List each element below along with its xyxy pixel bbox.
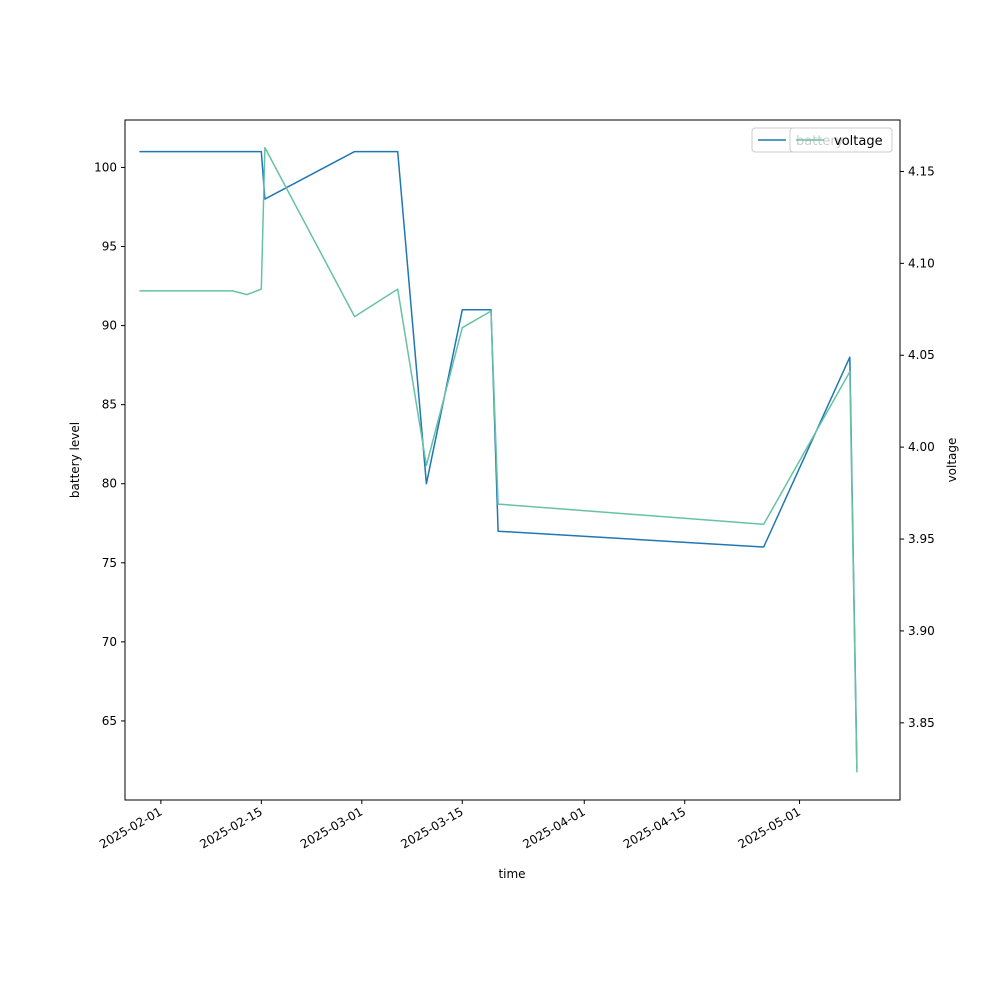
- x-tick-label: 2025-05-01: [736, 804, 803, 851]
- x-tick-label: 2025-02-15: [197, 804, 264, 851]
- axes: 2025-02-01 2025-02-15 2025-03-01 2025-03-15…: [94, 119, 935, 851]
- right-y-tick-label: 4.05: [908, 348, 935, 362]
- right-y-tick-label: 4.15: [908, 164, 935, 178]
- legend-box-voltage: [789, 127, 893, 153]
- left-y-tick-label: 85: [102, 398, 117, 412]
- x-tick-label: 2025-04-01: [520, 804, 587, 851]
- series-line-battery: [139, 150, 858, 769]
- plot-frame: [124, 119, 901, 801]
- left-y-axis-label: battery level: [68, 422, 82, 498]
- left-y-tick-label: 75: [102, 556, 117, 570]
- left-y-tick-label: 80: [102, 477, 117, 491]
- right-y-tick-label: 4.00: [908, 440, 935, 454]
- right-y-tick-label: 3.95: [908, 532, 935, 546]
- left-y-tick-label: 100: [94, 160, 117, 174]
- right-y-tick-label: 4.10: [908, 256, 935, 270]
- legend: batteryvoltage: [751, 127, 893, 153]
- plot-area: [139, 146, 858, 773]
- legend-label-voltage: voltage: [834, 134, 883, 149]
- left-y-tick-label: 65: [102, 714, 117, 728]
- series-line-voltage: [139, 146, 858, 773]
- left-y-tick-label: 95: [102, 240, 117, 254]
- x-tick-label: 2025-03-01: [298, 804, 365, 851]
- x-tick-label: 2025-04-15: [621, 804, 688, 851]
- right-y-axis-label: voltage: [945, 438, 959, 483]
- right-y-tick-label: 3.90: [908, 624, 935, 638]
- left-y-tick-label: 70: [102, 635, 117, 649]
- right-y-tick-label: 3.85: [908, 716, 935, 730]
- x-axis-label: time: [498, 867, 525, 881]
- x-tick-label: 2025-02-01: [97, 804, 164, 851]
- x-tick-label: 2025-03-15: [398, 804, 465, 851]
- left-y-tick-label: 90: [102, 319, 117, 333]
